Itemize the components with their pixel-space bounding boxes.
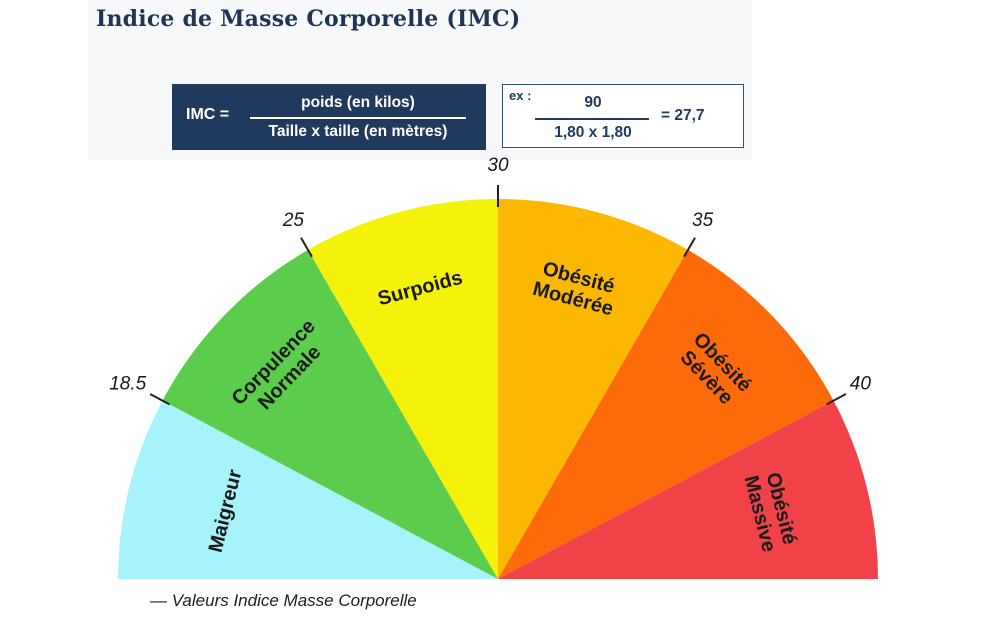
threshold-value: 25 [282,210,305,231]
example-denominator: 1,80 x 1,80 [554,124,632,141]
threshold-value: 30 [487,155,509,176]
threshold-value: 18.5 [109,374,146,395]
threshold-tick [300,237,313,258]
gauge-legend-caption: — Valeurs Indice Masse Corporelle [150,591,417,610]
threshold-value: 40 [850,374,872,395]
gauge-segment-corpulence-normale [162,249,499,579]
example-box: ex : 90 1,80 x 1,80 = 27,7 [502,84,744,148]
formula-denominator: Taille x taille (en mètres) [268,123,448,140]
formula-numerator: poids (en kilos) [301,94,415,111]
threshold-tick [826,393,847,406]
threshold-value: 35 [692,210,714,231]
example-label: ex : [509,88,532,103]
gauge-segment-maigreur [118,400,498,579]
imc-formula-box: IMC = poids (en kilos) Taille x taille (… [172,84,486,150]
gauge-segment-surpoids [308,199,498,579]
gauge-segment-obesite-massive [498,400,878,579]
page-title: Indice de Masse Corporelle (IMC) [96,6,521,32]
gauge-segment-obesite-moderee [498,199,688,579]
threshold-tick [149,393,170,406]
formula-fraction-bar [250,117,466,119]
example-fraction-bar [535,118,649,120]
example-result: = 27,7 [661,107,705,124]
threshold-tick [683,237,696,258]
gauge-segment-obesite-severe [498,249,834,579]
formula-lhs: IMC = [186,106,230,123]
example-numerator: 90 [584,94,602,111]
